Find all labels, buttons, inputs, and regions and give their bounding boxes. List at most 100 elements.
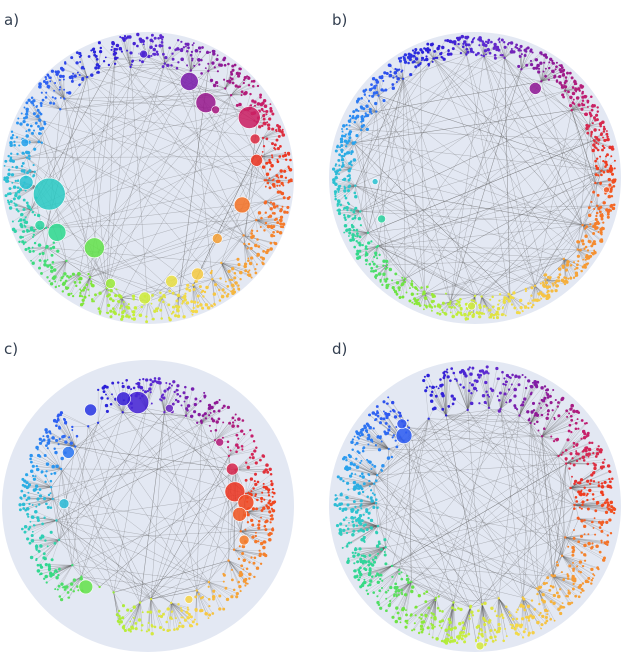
leaf-node (487, 38, 491, 42)
leaf-node (438, 620, 442, 624)
leaf-node (150, 302, 153, 305)
leaf-node (265, 505, 268, 508)
leaf-node (509, 50, 514, 54)
leaf-node (610, 203, 614, 207)
leaf-node (242, 568, 245, 571)
leaf-node (537, 293, 541, 296)
leaf-node (338, 502, 342, 507)
leaf-node (276, 190, 280, 194)
leaf-node (46, 505, 50, 509)
leaf-node (282, 196, 286, 200)
leaf-node (591, 148, 595, 153)
ring-node (232, 548, 236, 551)
leaf-node (575, 442, 579, 446)
leaf-node (572, 463, 576, 467)
leaf-node (55, 576, 59, 580)
leaf-node (257, 245, 261, 248)
ring-node (452, 601, 455, 604)
leaf-node (600, 539, 603, 542)
leaf-node (180, 609, 184, 612)
leaf-node (433, 305, 437, 308)
leaf-node (351, 551, 354, 554)
ring-node (518, 414, 521, 417)
leaf-node (460, 313, 463, 316)
leaf-node (592, 190, 596, 194)
leaf-node (436, 606, 440, 610)
leaf-node (378, 75, 382, 79)
leaf-node (114, 293, 118, 298)
leaf-node (352, 500, 356, 504)
leaf-node (261, 165, 266, 169)
leaf-node (406, 619, 409, 622)
leaf-node (226, 440, 230, 444)
leaf-node (498, 293, 502, 296)
leaf-node (599, 230, 603, 234)
network-panel-a (2, 32, 294, 324)
ring-node (265, 179, 268, 182)
leaf-node (174, 48, 178, 52)
leaf-node (602, 130, 606, 133)
ring-node (562, 257, 565, 261)
leaf-node (263, 122, 267, 126)
leaf-node (365, 422, 369, 426)
leaf-node (43, 516, 46, 519)
leaf-node (519, 605, 522, 608)
leaf-node (147, 628, 151, 631)
leaf-node (551, 282, 554, 285)
leaf-node (32, 488, 37, 492)
leaf-node (218, 299, 222, 302)
leaf-node (601, 148, 604, 152)
leaf-node (109, 297, 113, 301)
leaf-node (367, 241, 371, 245)
leaf-node (587, 533, 590, 536)
leaf-node (186, 395, 189, 399)
leaf-node (516, 608, 519, 611)
leaf-node (608, 183, 612, 187)
leaf-node (352, 228, 356, 232)
leaf-node (494, 639, 497, 642)
leaf-node (440, 626, 443, 629)
leaf-node (536, 622, 539, 625)
leaf-node (44, 428, 48, 432)
leaf-node (209, 51, 211, 54)
leaf-node (601, 144, 605, 148)
leaf-node (374, 444, 377, 447)
leaf-node (523, 397, 527, 401)
leaf-node (16, 152, 19, 156)
leaf-node (130, 317, 133, 320)
leaf-node (21, 477, 25, 481)
leaf-node (280, 191, 285, 196)
leaf-node (567, 429, 571, 433)
leaf-node (523, 608, 527, 612)
leaf-node (201, 46, 204, 49)
leaf-node (393, 586, 397, 590)
leaf-node (357, 216, 362, 221)
leaf-node (268, 538, 272, 542)
leaf-node (174, 304, 179, 309)
leaf-node (337, 185, 341, 189)
leaf-node (375, 79, 379, 82)
leaf-node (567, 277, 570, 280)
ring-node (520, 68, 523, 71)
leaf-node (247, 270, 250, 274)
leaf-node (545, 404, 549, 407)
leaf-node (254, 539, 258, 544)
leaf-node (497, 313, 500, 316)
leaf-node (18, 144, 21, 147)
leaf-node (281, 225, 285, 229)
leaf-node (540, 386, 544, 390)
leaf-node (134, 627, 138, 631)
leaf-node (67, 292, 71, 297)
leaf-node (276, 158, 279, 161)
leaf-node (403, 280, 407, 284)
leaf-node (341, 134, 344, 138)
ring-node (499, 407, 502, 411)
leaf-node (555, 79, 559, 82)
leaf-node (453, 626, 457, 630)
leaf-node (237, 284, 240, 287)
leaf-node (353, 191, 357, 195)
leaf-node (395, 445, 399, 449)
leaf-node (581, 500, 585, 504)
leaf-node (610, 186, 614, 189)
leaf-node (259, 541, 264, 546)
